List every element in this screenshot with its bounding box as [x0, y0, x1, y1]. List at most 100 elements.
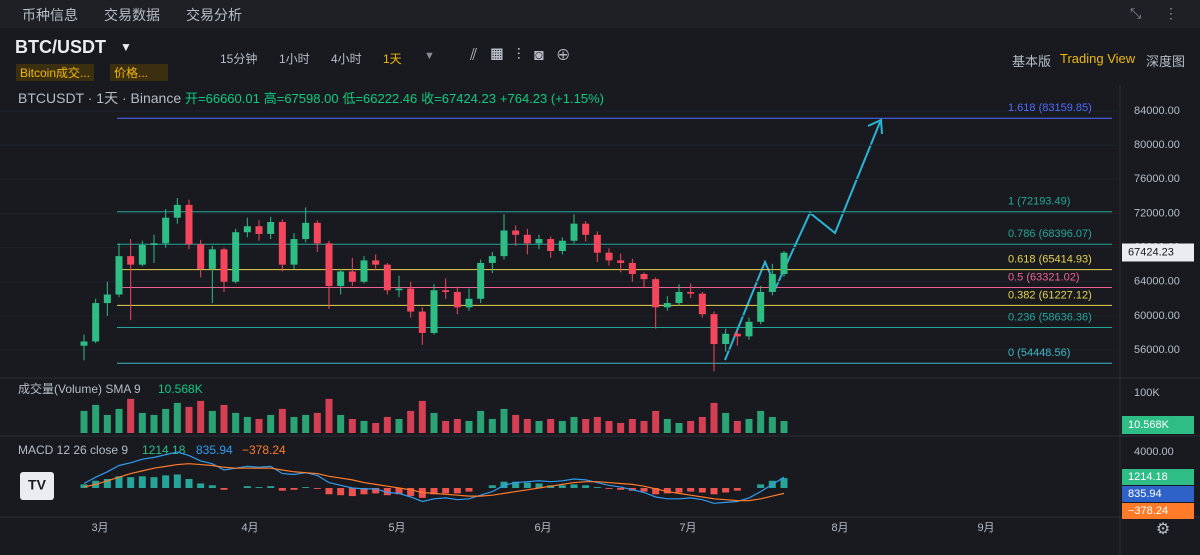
tag[interactable]: Bitcoin成交...: [16, 64, 95, 81]
volume-bar: [383, 416, 391, 433]
top-nav: 币种信息 交易数据 交易分析 ⤡ ⋮: [0, 0, 1200, 28]
signal-line: [83, 463, 785, 502]
candle-body: [243, 226, 251, 233]
toolbar-icons[interactable]: ⫽ ▦ ⫶ ◙ ⊕: [470, 47, 570, 64]
volume-bar: [488, 418, 496, 433]
macd-hist: [442, 487, 450, 494]
candle-body: [418, 311, 426, 333]
candle-body: [103, 294, 111, 304]
candle-body: [605, 252, 613, 261]
macd-hist: [617, 487, 625, 490]
view-tab[interactable]: 基本版: [1012, 54, 1052, 69]
macd-hist: [255, 487, 263, 488]
candle-body: [232, 232, 240, 282]
macd-hist: [733, 487, 741, 491]
volume-bar: [477, 410, 485, 433]
interval[interactable]: 1小时: [279, 52, 310, 66]
candle-body: [127, 256, 135, 265]
view-tab[interactable]: 深度图: [1146, 54, 1186, 69]
macd-hist: [582, 485, 590, 488]
candle-body: [745, 321, 753, 337]
macd-hist: [593, 487, 601, 488]
candle-body: [628, 262, 636, 275]
tv-logo: [20, 472, 54, 500]
interval[interactable]: 4小时: [331, 52, 362, 66]
volume-bar: [582, 418, 590, 433]
macd-hist: [197, 483, 205, 488]
fib-label: 1 (72193.49): [1008, 196, 1070, 208]
macd-hist: [80, 484, 88, 488]
settings-icon[interactable]: ⚙: [1156, 521, 1170, 538]
volume-bar: [313, 412, 321, 433]
symbol[interactable]: BTC/USDT: [15, 37, 106, 57]
macd-hist: [453, 487, 461, 494]
macd-hist: [220, 487, 228, 490]
x-tick-label: 8月: [831, 522, 848, 534]
x-tick-label: 6月: [534, 522, 551, 534]
tag[interactable]: 价格...: [110, 64, 169, 81]
interval[interactable]: 15分钟: [220, 52, 258, 66]
volume-label: 成交量(Volume) SMA 9: [18, 381, 141, 396]
volume-bar: [722, 412, 730, 433]
candle-body: [278, 221, 286, 265]
macd-label: MACD 12 26 close 9: [18, 443, 128, 457]
candle-body: [407, 288, 415, 312]
candle-body: [255, 226, 263, 234]
icon[interactable]: ⤡: [1130, 5, 1142, 21]
candle-body: [360, 260, 368, 282]
macd-hist: [465, 487, 473, 492]
macd-hist: [395, 487, 403, 495]
y-tick-label: 80000.00: [1134, 139, 1180, 151]
macd-hist: [663, 487, 671, 494]
candle-body: [698, 293, 706, 315]
candle-body: [325, 243, 333, 286]
candle-body: [372, 260, 380, 265]
volume-bar: [255, 418, 263, 433]
macd-hist: [640, 487, 648, 492]
volume-bar: [360, 420, 368, 433]
macd-hist: [267, 486, 275, 488]
volume-bar: [442, 420, 450, 433]
volume-bar: [535, 420, 543, 433]
macd-hist: [337, 487, 345, 496]
volume-last: 10.568K: [158, 382, 203, 396]
volume-bar: [103, 414, 111, 433]
volume-bar: [232, 412, 240, 433]
volume-bar: [243, 416, 251, 433]
candle-body: [185, 204, 193, 245]
volume-bar: [757, 410, 765, 433]
candle-body: [640, 274, 648, 280]
macd-hist: [757, 484, 765, 488]
volume-bar: [115, 408, 123, 433]
volume-bar: [465, 420, 473, 433]
dropdown[interactable]: ▼: [120, 40, 132, 54]
volume-bar: [745, 418, 753, 433]
nav-tab[interactable]: 币种信息: [22, 7, 78, 23]
volume-bar: [780, 420, 788, 433]
macd-hist: [383, 487, 391, 496]
nav-tab[interactable]: 交易分析: [186, 7, 242, 23]
candle-body: [92, 303, 100, 342]
legend-close: 收=67424.23: [421, 91, 496, 106]
icon[interactable]: ⋮: [1164, 5, 1178, 21]
macd-hist: [523, 482, 531, 488]
x-tick-label: 9月: [977, 522, 994, 534]
macd-hist: [150, 477, 158, 488]
y-tick-label: 76000.00: [1134, 173, 1180, 185]
macd-hist: [162, 475, 170, 488]
dropdown[interactable]: ▼: [424, 50, 435, 62]
fib-label: 0 (54448.56): [1008, 347, 1070, 359]
macd-hist: [325, 487, 333, 495]
macd-hist: [278, 487, 286, 491]
macd-line: [83, 451, 785, 504]
volume-bar: [733, 420, 741, 433]
macd-hist: [348, 487, 356, 497]
candle-body: [302, 222, 310, 240]
interval[interactable]: 1天: [383, 52, 402, 66]
nav-tab[interactable]: 交易数据: [104, 7, 160, 23]
candle-body: [652, 279, 660, 308]
volume-bar: [138, 412, 146, 433]
y-tick-label: 60000.00: [1134, 310, 1180, 322]
view-tab[interactable]: Trading View: [1060, 51, 1136, 66]
